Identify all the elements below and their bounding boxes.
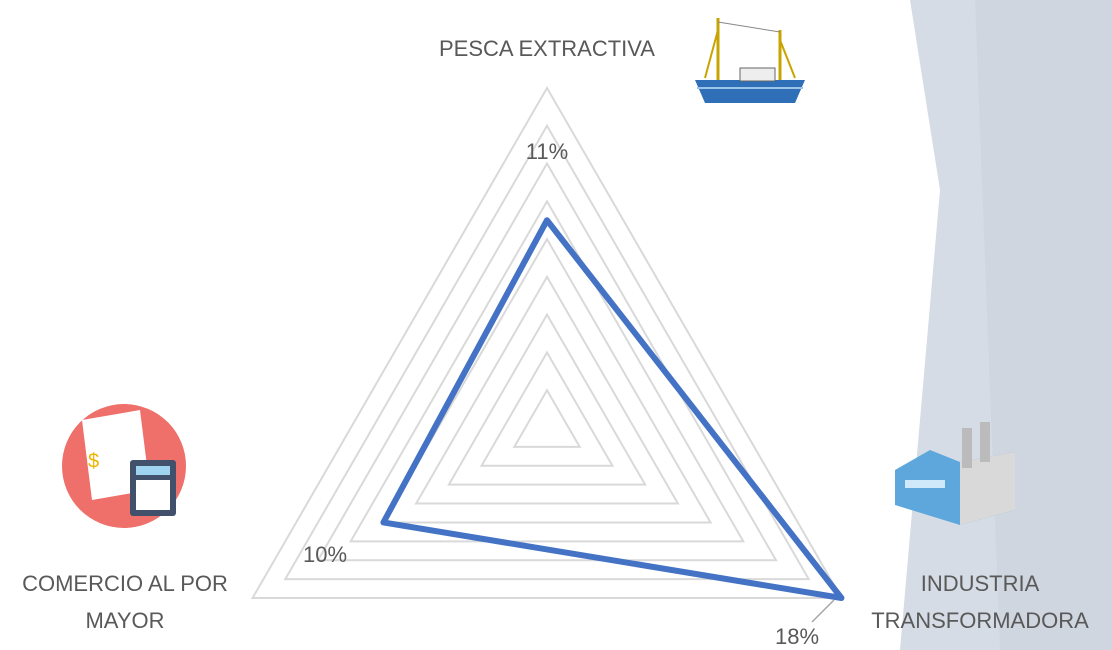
grid-ring — [316, 161, 778, 562]
boat-icon — [695, 18, 805, 103]
grid-ring — [447, 312, 647, 486]
value-label: 10% — [303, 542, 347, 567]
value-label: 11% — [526, 139, 568, 164]
leader-line — [811, 599, 835, 623]
value-label: 18% — [775, 624, 819, 649]
grid-ring — [283, 123, 811, 581]
category-label: MAYOR — [85, 608, 164, 633]
grid-ring — [414, 274, 680, 505]
data-line — [380, 217, 845, 601]
dollar-glyph: $ — [88, 450, 99, 472]
grid-ring — [479, 350, 615, 467]
grid-ring — [250, 85, 844, 599]
grid-ring — [348, 199, 746, 543]
grid-ring — [381, 237, 713, 524]
factory-icon — [895, 422, 1015, 525]
category-label: PESCA EXTRACTIVA — [439, 36, 655, 61]
category-label: COMERCIO AL POR — [22, 571, 228, 596]
calculator-icon: $ — [62, 404, 186, 528]
grid-ring — [512, 388, 582, 448]
category-label: TRANSFORMADORA — [871, 608, 1089, 633]
category-label: INDUSTRIA — [921, 571, 1040, 596]
